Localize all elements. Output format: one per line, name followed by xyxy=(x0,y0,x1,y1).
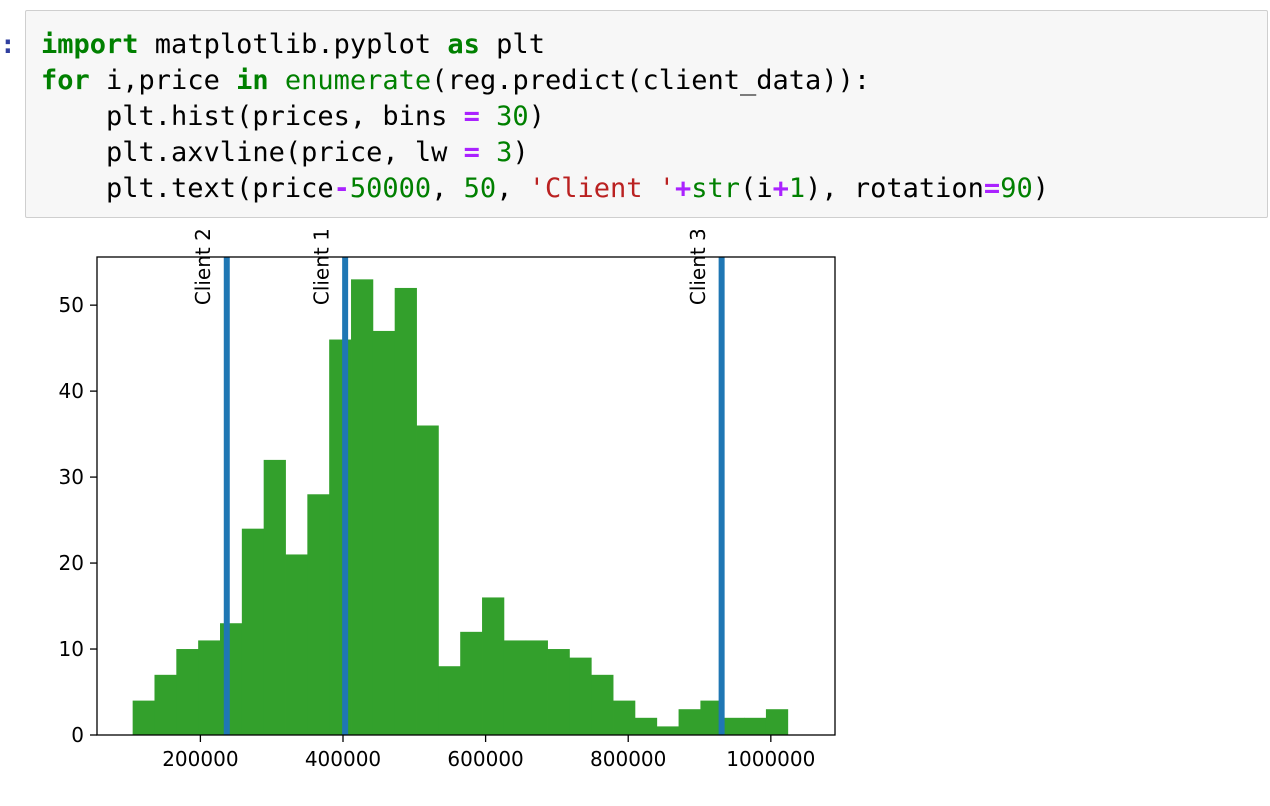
histogram-bar xyxy=(547,649,570,735)
histogram-bar xyxy=(220,623,243,735)
code-token: as xyxy=(447,29,480,60)
histogram-bar xyxy=(285,554,308,735)
code-token: ) xyxy=(512,137,529,168)
code-line: import matplotlib.pyplot as plt xyxy=(41,29,545,60)
code-token: in xyxy=(236,65,269,96)
x-tick-label: 200000 xyxy=(162,747,238,771)
x-tick-label: 600000 xyxy=(447,747,523,771)
code-token: 50000 xyxy=(349,173,432,204)
client-labels: Client 1 Client 2 Client 3 xyxy=(191,230,710,305)
y-tick-label: 20 xyxy=(59,551,84,575)
code-token: , xyxy=(431,173,464,204)
histogram-bar xyxy=(176,649,199,735)
code-token: , xyxy=(496,173,529,204)
histogram-bar xyxy=(198,640,221,735)
code-token: i,price xyxy=(89,65,237,96)
code-token: 3 xyxy=(496,137,513,168)
histogram-bar xyxy=(460,631,483,735)
code-token: = xyxy=(463,137,480,168)
code-token: (i xyxy=(740,173,773,204)
code-token: 1 xyxy=(788,173,806,204)
code-token: + xyxy=(772,173,789,204)
code-line: plt.text(price-50000, 50, 'Client '+str(… xyxy=(41,173,1049,204)
code-token: = xyxy=(983,173,1001,204)
code-token xyxy=(269,65,285,96)
code-token: 50 xyxy=(463,173,497,204)
y-tick-label: 40 xyxy=(59,379,84,403)
cell-prompt: : xyxy=(0,30,16,60)
client-label: Client 1 xyxy=(309,230,333,305)
histogram-bar xyxy=(241,528,265,735)
client-label: Client 2 xyxy=(191,230,215,305)
histogram-bar xyxy=(744,717,767,735)
y-tick-label: 0 xyxy=(71,723,84,747)
bars xyxy=(132,279,789,735)
code-token: plt xyxy=(479,29,545,60)
histogram-bar xyxy=(438,666,461,735)
code-token: plt.axvline(price, lw xyxy=(41,137,464,168)
histogram-bar xyxy=(678,709,701,735)
code-token: + xyxy=(675,173,692,204)
code-token: 30 xyxy=(496,101,529,132)
code-token xyxy=(480,101,496,132)
plot-frame xyxy=(96,256,836,736)
histogram-bar xyxy=(482,597,505,735)
code-token xyxy=(480,137,496,168)
x-axis: 200000 400000 600000 800000 1000000 xyxy=(162,735,815,771)
histogram-bar xyxy=(307,494,330,735)
histogram-bar xyxy=(154,674,177,735)
histogram-bar xyxy=(591,674,614,735)
histogram-bar xyxy=(569,657,592,735)
code-token: = xyxy=(463,101,480,132)
code-token: ) xyxy=(1032,173,1049,204)
histogram-bar xyxy=(722,717,745,735)
code-token: matplotlib.pyplot xyxy=(138,29,448,60)
y-tick-label: 50 xyxy=(59,293,84,317)
x-tick-label: 1000000 xyxy=(726,747,815,771)
code-token: ), rotation xyxy=(805,173,984,204)
code-token: plt.text(price xyxy=(41,173,334,204)
code-token: (reg.predict(client_data)): xyxy=(431,65,871,96)
histogram-bar xyxy=(765,709,789,735)
histogram-bar xyxy=(372,330,396,735)
histogram-bar xyxy=(700,700,723,735)
histogram-bar xyxy=(351,279,374,735)
code-token: plt.hist(prices, bins xyxy=(41,101,464,132)
client-label: Client 3 xyxy=(686,230,710,305)
histogram-bar xyxy=(656,726,679,735)
code-cell[interactable]: import matplotlib.pyplot as plt for i,pr… xyxy=(25,10,1268,218)
code-token: - xyxy=(333,173,350,204)
y-axis: 0 10 20 30 40 50 xyxy=(59,293,97,747)
code-token: import xyxy=(41,29,139,60)
histogram-chart: Client 1 Client 2 Client 3 200000 400000 600… xyxy=(59,230,836,771)
code-token: 'Client ' xyxy=(528,173,676,204)
code-token: 90 xyxy=(1000,173,1033,204)
code-line: plt.hist(prices, bins = 30) xyxy=(41,101,545,132)
code-token: str xyxy=(691,173,741,204)
y-tick-label: 30 xyxy=(59,465,84,489)
x-tick-label: 800000 xyxy=(590,747,666,771)
histogram-bar xyxy=(416,425,439,735)
code-token: ) xyxy=(528,101,545,132)
y-tick-label: 10 xyxy=(59,637,84,661)
code-token: enumerate xyxy=(284,65,432,96)
code-line: plt.axvline(price, lw = 3) xyxy=(41,137,529,168)
code-editor[interactable]: import matplotlib.pyplot as plt for i,pr… xyxy=(41,27,1049,207)
histogram-bar xyxy=(503,640,527,735)
histogram-bar xyxy=(263,459,286,735)
x-tick-label: 400000 xyxy=(305,747,381,771)
histogram-bar xyxy=(634,717,658,735)
code-line: for i,price in enumerate(reg.predict(cli… xyxy=(41,65,870,96)
histogram-bar xyxy=(525,640,548,735)
client-lines xyxy=(223,257,725,735)
histogram-bar xyxy=(394,287,417,735)
code-token: for xyxy=(41,65,90,96)
histogram-bar xyxy=(132,700,155,735)
histogram-bar xyxy=(613,700,636,735)
